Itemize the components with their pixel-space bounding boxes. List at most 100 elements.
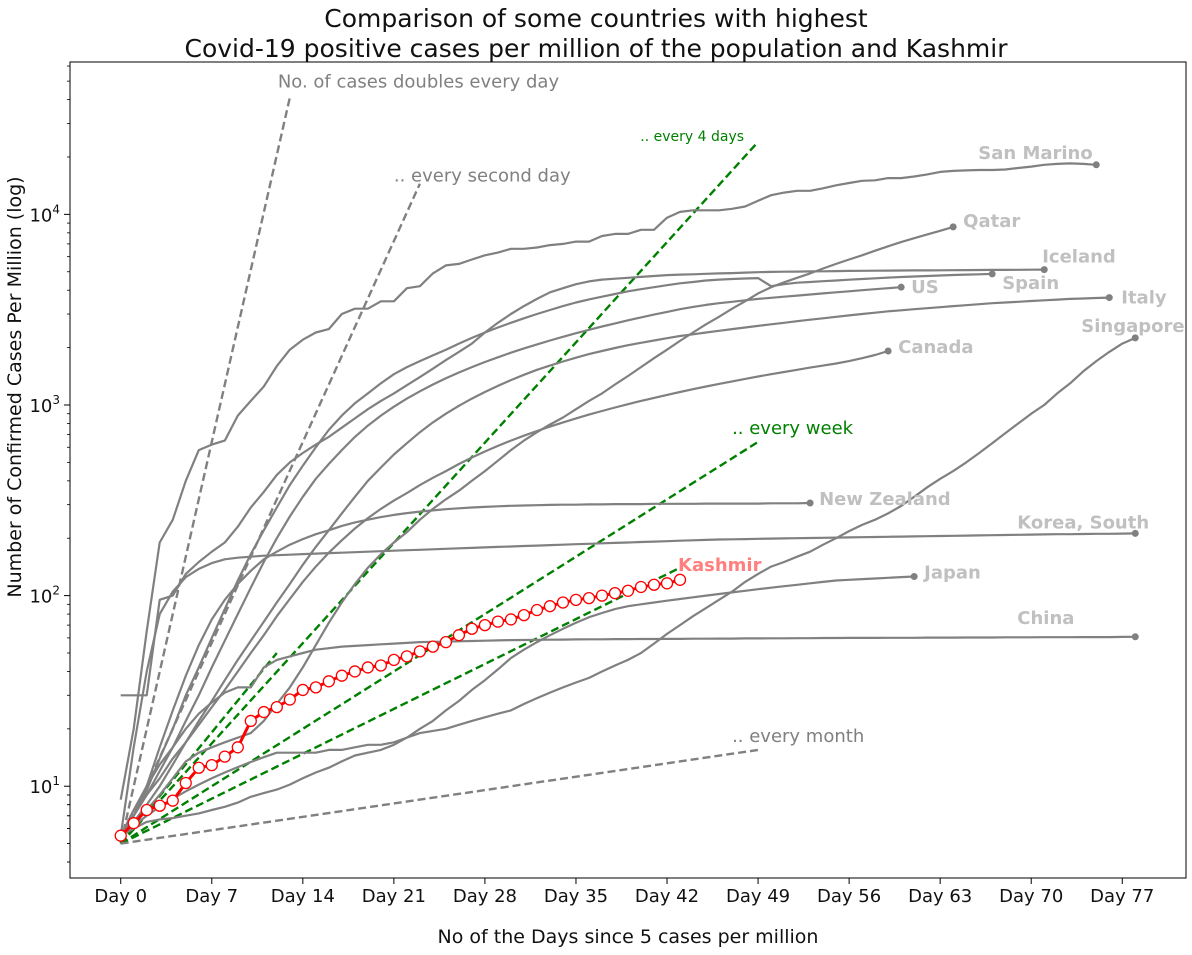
- kashmir-marker: [361, 661, 375, 674]
- kashmir-marker: [244, 714, 257, 728]
- series-line-san-marino: [119, 162, 1097, 800]
- series-end-point-qatar: [949, 223, 957, 231]
- series-line-us: [119, 286, 902, 837]
- series-line-spain: [119, 272, 993, 837]
- x-tick-label: Day 70: [999, 886, 1063, 907]
- series-line-korea-south: [119, 532, 1136, 836]
- x-axis-label: No of the Days since 5 cases per million: [437, 926, 819, 948]
- kashmir-marker: [673, 573, 687, 586]
- kashmir-marker: [452, 629, 466, 642]
- y-tick-label: 101: [29, 774, 60, 798]
- y-tick-label: 104: [29, 202, 60, 226]
- kashmir-marker: [166, 794, 179, 807]
- series-end-point-singapore: [1131, 334, 1139, 342]
- series-line-new-zealand: [119, 501, 811, 837]
- kashmir-marker: [322, 675, 335, 688]
- kashmir-marker: [387, 653, 401, 667]
- reference-lines: No. of cases doubles every day .. every s…: [119, 72, 864, 845]
- kashmir-marker: [335, 669, 348, 682]
- series-line-china: [119, 635, 1136, 837]
- series-line-singapore: [120, 336, 1136, 837]
- kashmir-marker: [296, 683, 309, 697]
- kashmir-marker: [192, 761, 205, 774]
- kashmir-marker: [647, 578, 661, 591]
- reference-line-label: .. every month: [732, 726, 864, 747]
- kashmir-marker: [660, 577, 674, 590]
- series-label-qatar: Qatar: [963, 211, 1020, 232]
- kashmir-marker: [491, 615, 505, 628]
- reference-line: [119, 141, 759, 845]
- y-tick-label: 103: [29, 393, 60, 417]
- kashmir-marker: [257, 705, 270, 719]
- series-end-point-korea-south: [1131, 529, 1139, 537]
- x-tick-label: Day 49: [726, 886, 790, 907]
- kashmir-marker: [127, 817, 140, 830]
- kashmir-marker: [621, 584, 635, 597]
- kashmir-marker: [582, 591, 596, 605]
- kashmir-markers: [114, 573, 687, 842]
- kashmir-marker: [426, 640, 440, 653]
- series-label-italy: Italy: [1121, 288, 1167, 309]
- kashmir-marker: [543, 600, 557, 613]
- series-end-point-japan: [910, 572, 918, 580]
- reference-line-label: .. every second day: [394, 166, 571, 187]
- chart-title: Comparison of some countries with highes…: [0, 4, 1192, 64]
- series-end-point-san-marino: [1092, 161, 1100, 169]
- x-tick-label: Day 77: [1090, 886, 1154, 907]
- kashmir-marker: [270, 700, 283, 714]
- kashmir-marker: [374, 659, 388, 672]
- series-end-point-iceland: [1040, 266, 1048, 274]
- series-label-canada: Canada: [898, 337, 973, 358]
- kashmir-marker: [595, 589, 609, 602]
- x-tick-label: Day 0: [94, 886, 147, 907]
- series-end-point-china: [1131, 633, 1139, 641]
- x-tick-label: Day 7: [185, 886, 238, 907]
- x-tick-label: Day 21: [362, 886, 426, 907]
- series-end-point-new-zealand: [806, 499, 814, 507]
- y-axis-label: Number of Confirmed Cases Per Million (l…: [4, 176, 26, 598]
- series-label-san-marino: San Marino: [978, 143, 1092, 164]
- x-tick-label: Day 63: [908, 886, 972, 907]
- kashmir-marker: [400, 650, 414, 663]
- kashmir-marker: [569, 593, 583, 606]
- reference-line-label: No. of cases doubles every day: [278, 72, 560, 93]
- kashmir-marker: [439, 635, 453, 649]
- series-line-italy: [119, 296, 1110, 837]
- kashmir-marker: [283, 693, 296, 706]
- series-label-kashmir: Kashmir: [678, 555, 762, 576]
- kashmir-marker: [231, 741, 244, 754]
- kashmir-marker: [413, 645, 427, 658]
- series-lines: [119, 161, 1139, 837]
- kashmir-marker: [205, 758, 218, 772]
- kashmir-marker: [309, 681, 322, 694]
- series-label-spain: Spain: [1002, 273, 1059, 294]
- series-line-canada: [119, 349, 889, 837]
- kashmir-marker: [634, 580, 648, 594]
- axis-ticks: Day 0 Day 7 Day 14 Day 21 Day 28 Day 35 Day 42…: [29, 65, 1154, 907]
- series-end-point-spain: [988, 270, 996, 278]
- kashmir-marker: [530, 603, 544, 617]
- kashmir-marker: [348, 665, 362, 678]
- kashmir-marker: [140, 803, 153, 817]
- series-end-point-italy: [1105, 294, 1113, 302]
- reference-line: [120, 566, 681, 845]
- x-tick-label: Day 14: [271, 886, 335, 907]
- kashmir-marker: [608, 587, 622, 600]
- x-tick-label: Day 42: [635, 886, 699, 907]
- series-end-point-us: [897, 283, 905, 291]
- series-labels: San Marino Qatar Iceland Spain US Italy Singap…: [678, 143, 1185, 629]
- kashmir-marker: [218, 750, 231, 763]
- reference-line-label: .. every week: [732, 418, 854, 439]
- axes-frame: [69, 61, 1187, 879]
- kashmir-marker: [153, 799, 166, 812]
- kashmir-marker: [465, 622, 479, 635]
- series-end-point-canada: [884, 347, 892, 355]
- series-label-us: US: [911, 277, 939, 298]
- reference-line: [119, 97, 291, 844]
- series-label-japan: Japan: [922, 562, 981, 583]
- series-label-new-zealand: New Zealand: [819, 489, 951, 510]
- series-label-iceland: Iceland: [1042, 247, 1116, 268]
- series-label-china: China: [1017, 608, 1074, 629]
- series-label-singapore: Singapore: [1081, 316, 1184, 337]
